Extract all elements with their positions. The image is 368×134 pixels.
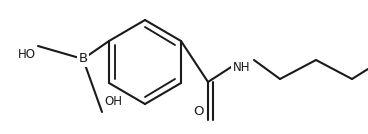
Text: O: O	[194, 105, 204, 118]
Text: OH: OH	[104, 95, 122, 108]
Text: B: B	[78, 53, 88, 66]
Text: NH: NH	[233, 61, 251, 74]
Text: HO: HO	[18, 48, 36, 61]
